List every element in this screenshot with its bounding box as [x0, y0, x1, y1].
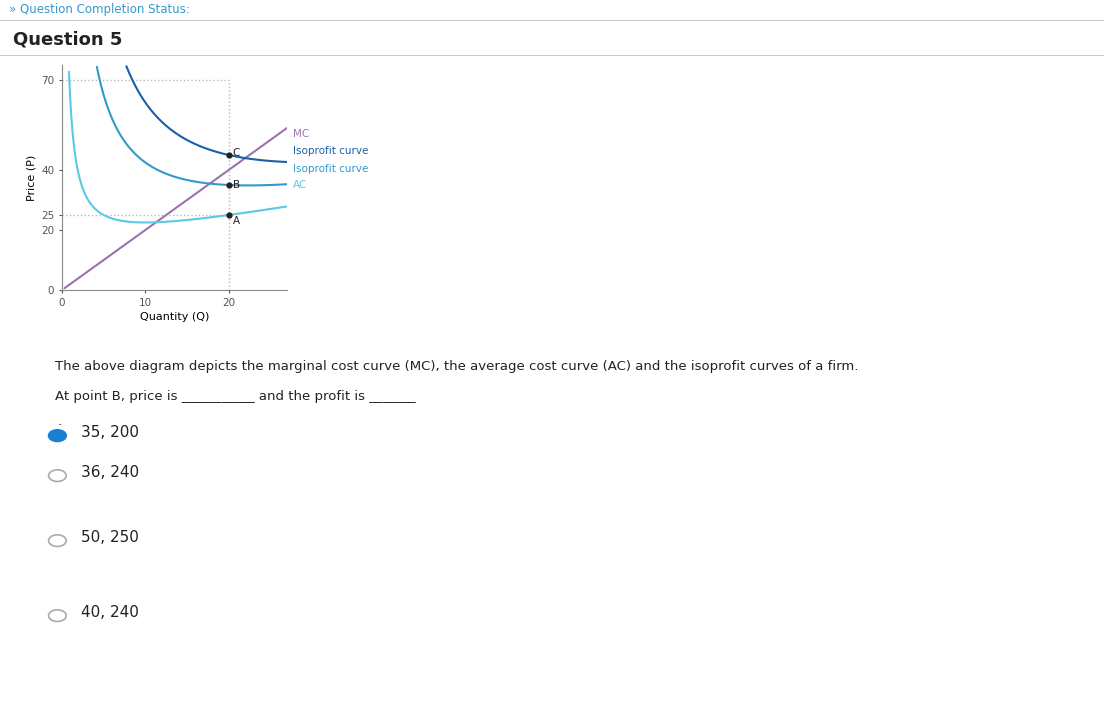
- Text: B: B: [233, 180, 240, 190]
- Text: 50, 250: 50, 250: [81, 530, 138, 545]
- Text: Isoprofit curve: Isoprofit curve: [293, 163, 368, 174]
- Text: Isoprofit curve: Isoprofit curve: [293, 145, 368, 155]
- Y-axis label: Price (P): Price (P): [26, 155, 36, 200]
- Text: A: A: [233, 216, 240, 227]
- X-axis label: Quantity (Q): Quantity (Q): [140, 311, 209, 322]
- Text: .: .: [57, 415, 62, 428]
- Text: MC: MC: [293, 129, 309, 139]
- Text: AC: AC: [293, 180, 307, 190]
- Text: The above diagram depicts the marginal cost curve (MC), the average cost curve (: The above diagram depicts the marginal c…: [55, 360, 859, 373]
- Text: 35, 200: 35, 200: [81, 425, 139, 440]
- Text: 36, 240: 36, 240: [81, 465, 139, 480]
- Text: At point B, price is ___________ and the profit is _______: At point B, price is ___________ and the…: [55, 390, 416, 403]
- Text: C: C: [233, 149, 241, 158]
- Text: Question 5: Question 5: [13, 30, 123, 48]
- Text: » Question Completion Status:: » Question Completion Status:: [9, 4, 190, 17]
- Text: 40, 240: 40, 240: [81, 605, 138, 620]
